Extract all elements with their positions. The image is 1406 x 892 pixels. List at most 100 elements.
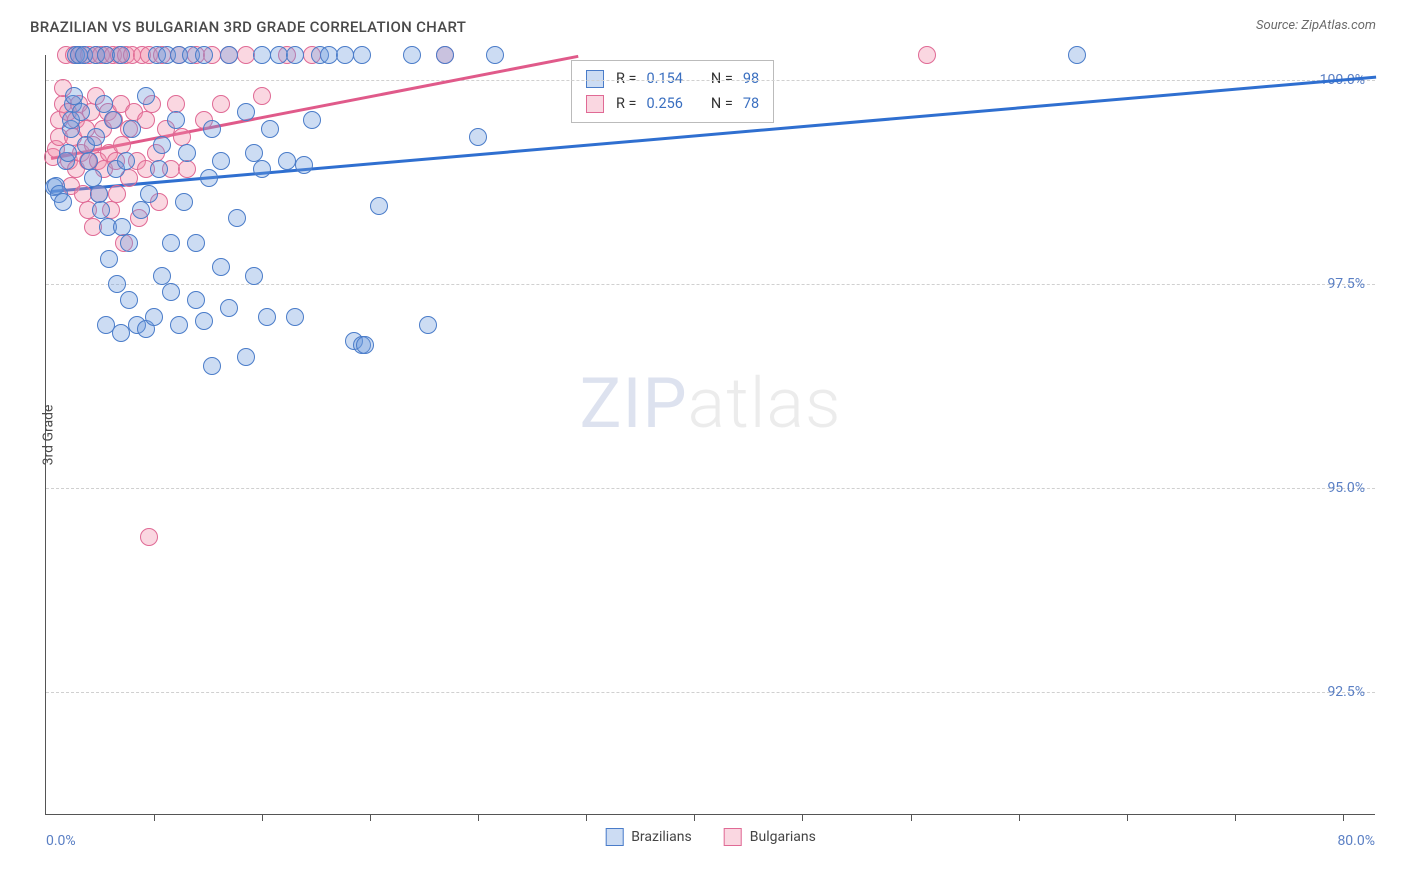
- scatter-point: [320, 46, 338, 64]
- correlation-legend: R = 0.154 N = 98 R = 0.256 N = 78: [571, 60, 774, 123]
- scatter-point: [104, 111, 122, 129]
- scatter-point: [212, 258, 230, 276]
- scatter-point: [1068, 46, 1086, 64]
- scatter-point: [200, 169, 218, 187]
- x-tick: [154, 814, 155, 821]
- x-tick: [1127, 814, 1128, 821]
- scatter-point: [203, 120, 221, 138]
- scatter-point: [220, 46, 238, 64]
- series-label: Brazilians: [631, 829, 692, 845]
- scatter-point: [145, 308, 163, 326]
- series-label: Bulgarians: [750, 829, 816, 845]
- scatter-point: [237, 46, 255, 64]
- scatter-point: [120, 234, 138, 252]
- scatter-point: [212, 95, 230, 113]
- scatter-point: [178, 160, 196, 178]
- scatter-point: [353, 46, 371, 64]
- legend-swatch-pink: [586, 95, 604, 113]
- scatter-point: [419, 316, 437, 334]
- scatter-point: [167, 111, 185, 129]
- scatter-point: [178, 144, 196, 162]
- scatter-point: [237, 348, 255, 366]
- scatter-point: [220, 299, 238, 317]
- y-axis-title: 3rd Grade: [40, 404, 56, 465]
- scatter-point: [918, 46, 936, 64]
- scatter-point: [486, 46, 504, 64]
- scatter-point: [113, 136, 131, 154]
- scatter-point: [72, 103, 90, 121]
- scatter-point: [286, 308, 304, 326]
- x-tick: [586, 814, 587, 821]
- chart-title: BRAZILIAN VS BULGARIAN 3RD GRADE CORRELA…: [30, 18, 466, 36]
- legend-n-value: 78: [743, 92, 759, 117]
- scatter-point: [80, 152, 98, 170]
- scatter-point: [195, 312, 213, 330]
- x-axis-min-label: 0.0%: [46, 833, 76, 849]
- scatter-point: [167, 95, 185, 113]
- scatter-point: [92, 201, 110, 219]
- scatter-point: [336, 46, 354, 64]
- scatter-point: [253, 160, 271, 178]
- series-legend: Brazilians Bulgarians: [605, 828, 816, 846]
- scatter-point: [74, 185, 92, 203]
- scatter-point: [261, 120, 279, 138]
- scatter-point: [270, 46, 288, 64]
- x-tick: [370, 814, 371, 821]
- x-tick: [802, 814, 803, 821]
- scatter-point: [84, 169, 102, 187]
- source-attribution: Source: ZipAtlas.com: [1256, 18, 1376, 33]
- scatter-point: [162, 234, 180, 252]
- scatter-point: [112, 46, 130, 64]
- scatter-point: [108, 185, 126, 203]
- scatter-point: [212, 152, 230, 170]
- legend-row-pink: R = 0.256 N = 78: [586, 92, 759, 117]
- scatter-point: [95, 95, 113, 113]
- scatter-point: [370, 197, 388, 215]
- legend-r-value: 0.256: [647, 92, 683, 117]
- watermark-atlas: atlas: [688, 363, 842, 445]
- scatter-point: [100, 250, 118, 268]
- scatter-point: [403, 46, 421, 64]
- scatter-point: [113, 218, 131, 236]
- scatter-point: [108, 275, 126, 293]
- scatter-point: [436, 46, 454, 64]
- legend-swatch-pink: [724, 828, 742, 846]
- x-tick: [478, 814, 479, 821]
- scatter-point: [173, 128, 191, 146]
- y-tick-label: 92.5%: [1327, 684, 1365, 700]
- scatter-point: [187, 234, 205, 252]
- scatter-point: [286, 46, 304, 64]
- scatter-point: [87, 128, 105, 146]
- y-tick-label: 97.5%: [1327, 276, 1365, 292]
- grid-line: [46, 80, 1375, 81]
- x-axis-max-label: 80.0%: [1337, 833, 1375, 849]
- scatter-point: [137, 87, 155, 105]
- scatter-point: [295, 156, 313, 174]
- x-tick: [1235, 814, 1236, 821]
- scatter-point: [162, 283, 180, 301]
- x-tick: [1019, 814, 1020, 821]
- scatter-point: [469, 128, 487, 146]
- scatter-point: [65, 87, 83, 105]
- scatter-point: [237, 103, 255, 121]
- y-tick-label: 95.0%: [1327, 480, 1365, 496]
- grid-line: [46, 488, 1375, 489]
- scatter-point: [112, 324, 130, 342]
- grid-line: [46, 284, 1375, 285]
- scatter-point: [153, 136, 171, 154]
- grid-line: [46, 692, 1375, 693]
- x-tick: [1343, 814, 1344, 821]
- scatter-point: [253, 87, 271, 105]
- legend-n-label: N =: [711, 92, 733, 117]
- scatter-point: [153, 267, 171, 285]
- scatter-point: [253, 46, 271, 64]
- scatter-point: [170, 316, 188, 334]
- scatter-point: [175, 193, 193, 211]
- scatter-point: [245, 144, 263, 162]
- watermark-zip: ZIP: [580, 363, 688, 445]
- legend-r-label: R =: [616, 92, 637, 117]
- watermark: ZIPatlas: [580, 363, 842, 445]
- scatter-point: [123, 120, 141, 138]
- scatter-point: [140, 528, 158, 546]
- scatter-point: [117, 152, 135, 170]
